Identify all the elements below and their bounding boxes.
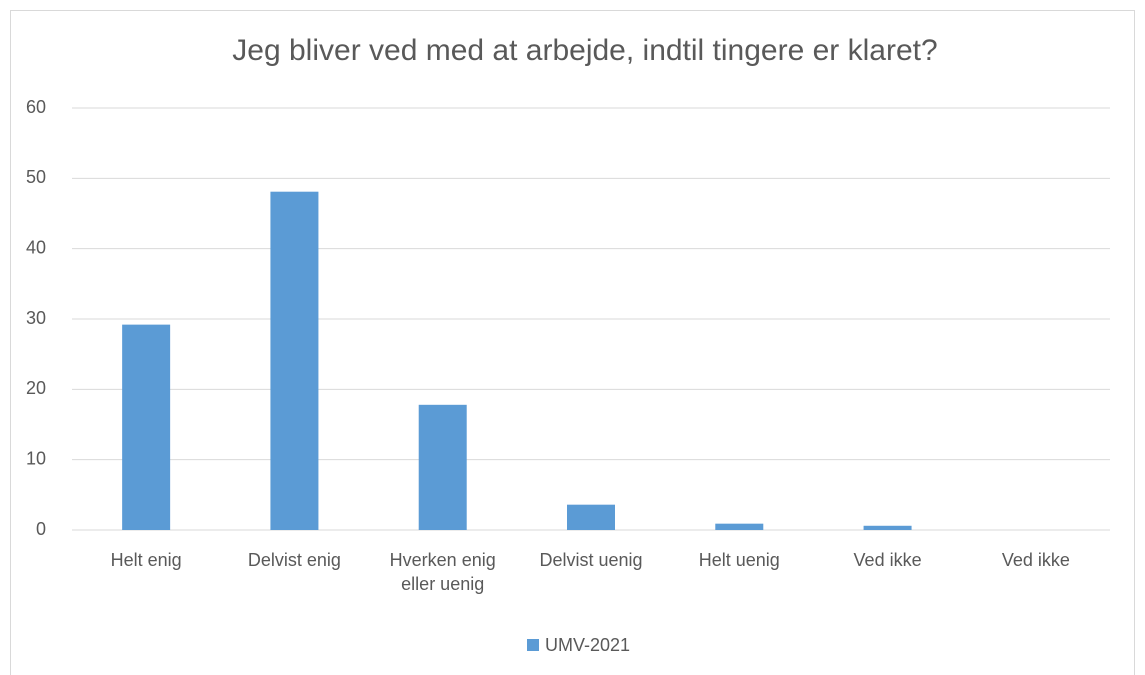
y-tick-label: 0 [36,519,46,539]
bar [863,525,912,530]
bar [270,191,319,531]
bar [715,523,764,530]
bar [122,324,171,530]
x-tick-label: Delvist uenig [539,550,642,570]
y-tick-label: 30 [26,308,46,328]
x-tick-label: Ved ikke [854,550,922,570]
chart-title: Jeg bliver ved med at arbejde, indtil ti… [232,34,937,67]
bar [418,404,467,530]
y-tick-label: 50 [26,167,46,187]
y-tick-label: 40 [26,237,46,257]
bar [567,504,615,530]
legend-swatch [527,639,539,651]
x-tick-label: Helt enig [111,550,182,570]
x-tick-label: Delvist enig [248,550,341,570]
x-tick-label: Helt uenig [699,550,780,570]
y-tick-label: 60 [26,97,46,117]
legend-label: UMV-2021 [545,635,630,655]
chart-frame [10,10,1135,675]
x-tick-label: Hverken enig eller uenig [390,550,496,594]
x-tick-label: Ved ikke [1002,550,1070,570]
y-tick-label: 10 [26,448,46,468]
y-tick-label: 20 [26,378,46,398]
